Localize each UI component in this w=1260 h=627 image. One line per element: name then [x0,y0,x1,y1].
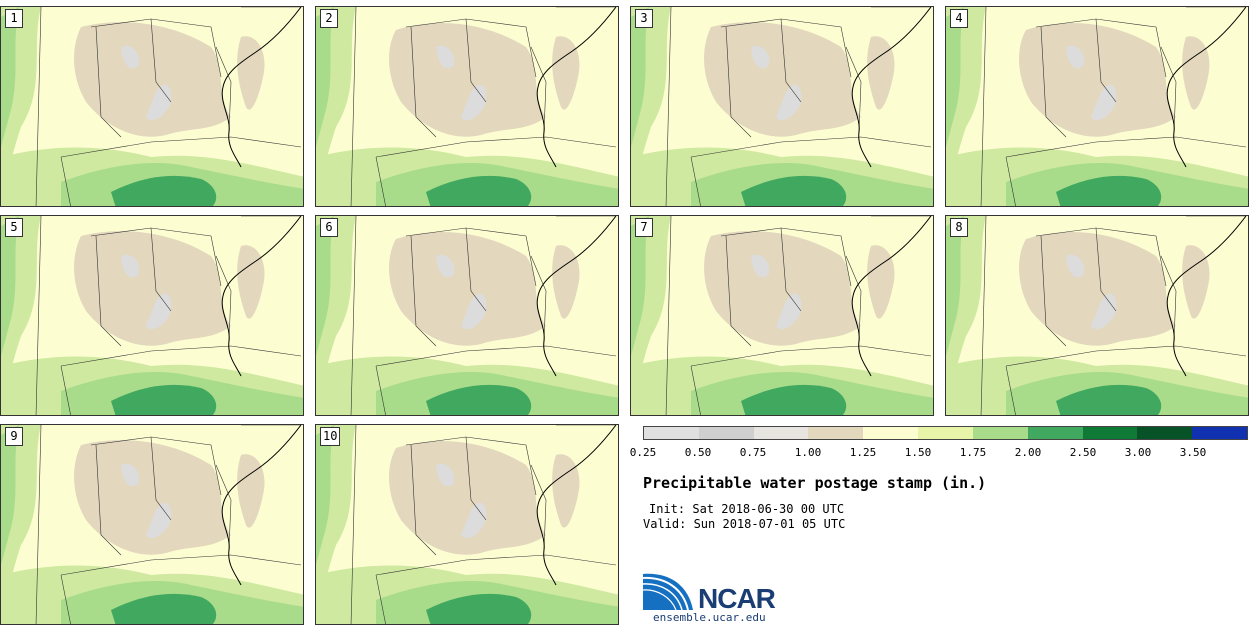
colorbar-swatch [918,427,973,439]
colorbar-swatch [863,427,919,439]
ncar-logo-text: NCAR [698,583,776,614]
stamp-number: 4 [950,9,968,28]
stamp-panel: 6 [315,215,619,416]
stamp-number: 5 [5,218,23,237]
colorbar-tick-label: 2.50 [1069,446,1097,459]
colorbar-tick-label: 1.50 [904,446,932,459]
colorbar-tick-label: 1.00 [794,446,822,459]
colorbar-tick-label: 1.75 [959,446,987,459]
stamp-map [946,7,1248,206]
stamp-map [631,7,933,206]
stamp-map [316,7,618,206]
colorbar-tick-label: 1.25 [849,446,877,459]
stamp-panel: 1 [0,6,304,207]
stamp-number: 7 [635,218,653,237]
colorbar-swatch [1082,427,1138,439]
stamp-panel: 7 [630,215,934,416]
stamp-panel: 8 [945,215,1249,416]
stamp-number: 6 [320,218,338,237]
stamp-panel: 9 [0,424,304,625]
colorbar-swatch [698,427,754,439]
chart-title: Precipitable water postage stamp (in.) [643,474,987,492]
stamp-map [1,7,303,206]
colorbar-swatch [1027,427,1083,439]
stamp-map [316,425,618,624]
colorbar-swatch [808,427,864,439]
colorbar [643,426,1248,440]
stamp-map [631,216,933,415]
colorbar-swatch [753,427,809,439]
colorbar-tick-label: 3.00 [1124,446,1152,459]
stamp-panel: 5 [0,215,304,416]
stamp-map [316,216,618,415]
colorbar-swatch [972,427,1028,439]
colorbar-swatch [1192,427,1247,439]
logo-url: ensemble.ucar.edu [653,611,766,624]
colorbar-swatch [644,427,699,439]
stamp-number: 3 [635,9,653,28]
stamp-number: 1 [5,9,23,28]
valid-time: Valid: Sun 2018-07-01 05 UTC [643,517,846,531]
colorbar-tick-label: 0.25 [629,446,657,459]
stamp-number: 8 [950,218,968,237]
stamp-map [946,216,1248,415]
colorbar-tick-label: 2.00 [1014,446,1042,459]
colorbar-swatch [1137,427,1193,439]
colorbar-tick-label: 0.50 [684,446,712,459]
ncar-logo [643,573,693,611]
colorbar-tick-label: 0.75 [739,446,767,459]
init-time: Init: Sat 2018-06-30 00 UTC [649,502,845,516]
stamp-panel: 4 [945,6,1249,207]
stamp-panel: 3 [630,6,934,207]
colorbar-tick-label: 3.50 [1179,446,1207,459]
colorbar-ticks: 0.25 0.50 0.75 1.00 1.25 1.50 1.75 2.00 2.50 3.00… [630,446,1260,460]
stamp-number: 10 [320,427,341,446]
stamp-number: 2 [320,9,338,28]
stamp-map [1,425,303,624]
stamp-panel: 2 [315,6,619,207]
stamp-panel: 10 [315,424,619,625]
stamp-number: 9 [5,427,23,446]
stamp-map [1,216,303,415]
